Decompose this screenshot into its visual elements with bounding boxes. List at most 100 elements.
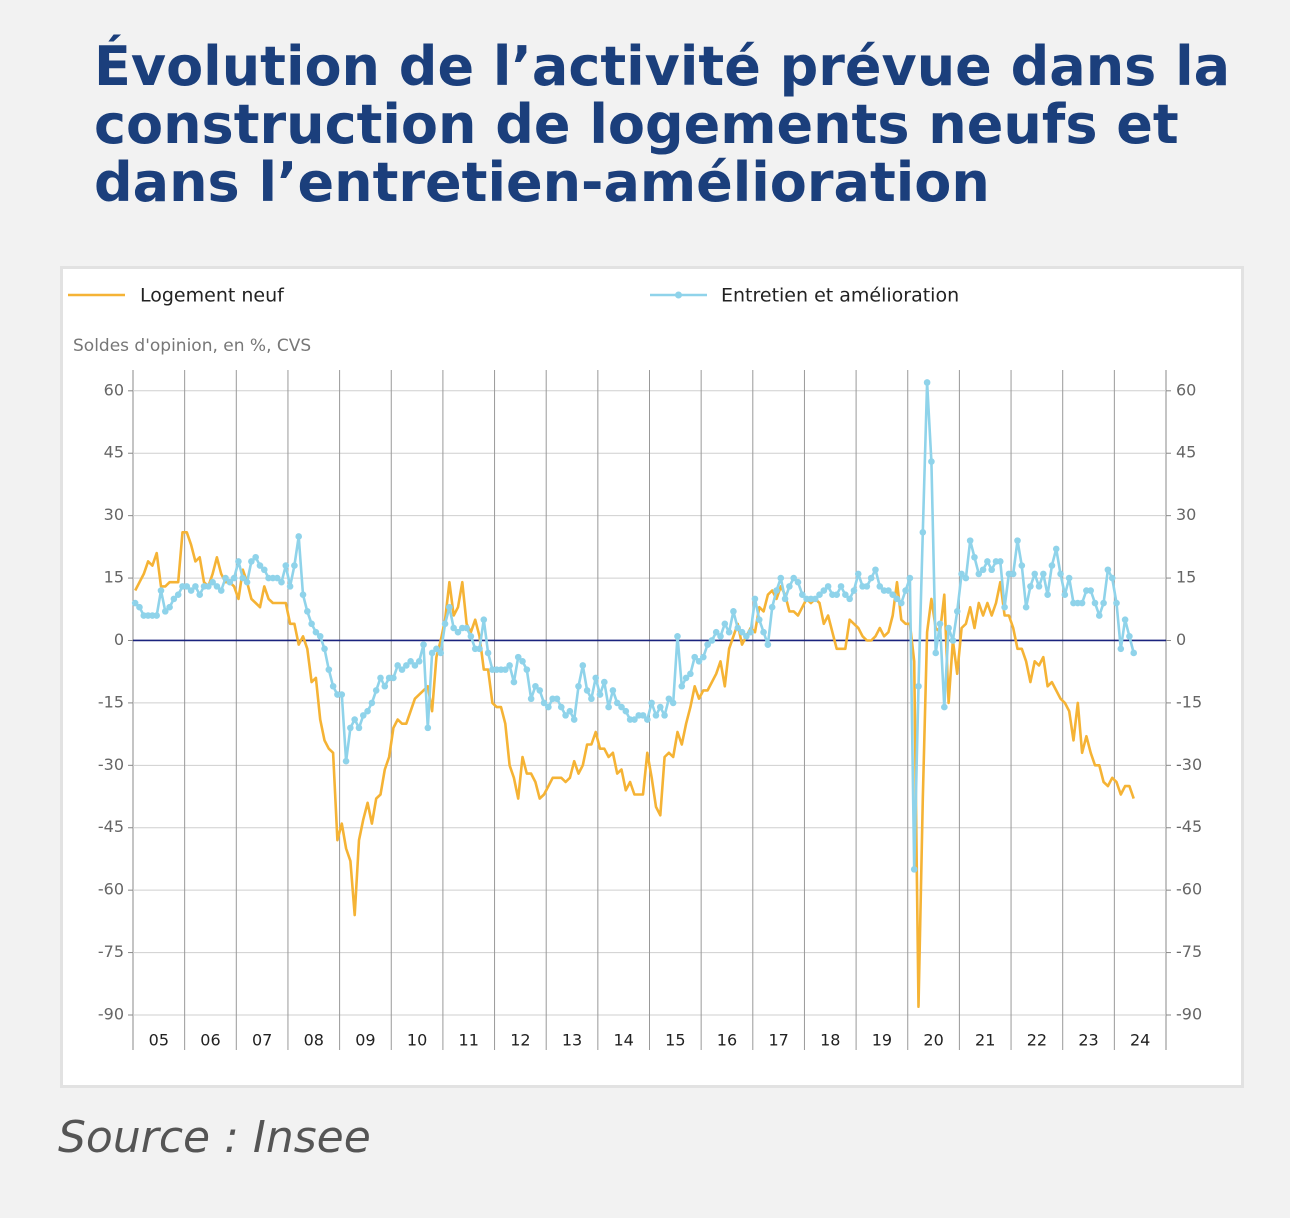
y-tick-label: 15 xyxy=(104,568,124,587)
y2-tick-label: 15 xyxy=(1176,568,1196,587)
point xyxy=(678,682,686,690)
x-tick-label: 22 xyxy=(1027,1031,1047,1050)
point xyxy=(910,866,918,873)
point xyxy=(433,645,440,653)
point xyxy=(755,616,763,623)
point xyxy=(751,595,759,603)
point xyxy=(609,687,617,694)
point xyxy=(953,608,961,615)
x-tick-label: 18 xyxy=(820,1031,840,1050)
point xyxy=(622,707,630,715)
point xyxy=(450,624,457,632)
point xyxy=(1121,616,1129,623)
point xyxy=(1104,566,1112,574)
x-tick-label: 13 xyxy=(562,1031,582,1050)
point xyxy=(347,724,354,732)
point xyxy=(437,649,445,657)
point xyxy=(695,657,703,665)
point xyxy=(889,591,896,599)
point xyxy=(897,599,905,607)
point xyxy=(355,724,363,732)
y-tick-label: -90 xyxy=(98,1005,124,1024)
point xyxy=(295,533,303,540)
point xyxy=(919,528,927,536)
point xyxy=(1087,587,1094,594)
point xyxy=(213,583,221,590)
x-tick-label: 23 xyxy=(1078,1031,1098,1050)
point xyxy=(424,724,432,732)
point xyxy=(906,574,914,582)
legend-swatch xyxy=(675,291,682,299)
x-tick-label: 11 xyxy=(459,1031,479,1050)
point xyxy=(579,662,587,669)
point xyxy=(794,578,802,586)
y2-tick-label: 30 xyxy=(1176,505,1196,524)
point xyxy=(816,591,823,599)
point xyxy=(674,633,681,640)
x-tick-label: 06 xyxy=(200,1031,220,1050)
point xyxy=(222,574,229,582)
point xyxy=(639,712,647,719)
point xyxy=(945,624,952,632)
point xyxy=(161,608,169,615)
point xyxy=(613,699,621,707)
point xyxy=(966,537,974,544)
point xyxy=(975,570,983,578)
point xyxy=(850,587,858,594)
point xyxy=(566,707,574,715)
point xyxy=(342,757,350,765)
point xyxy=(863,583,871,590)
point xyxy=(174,591,182,599)
x-tick-label: 16 xyxy=(717,1031,737,1050)
x-tick-label: 20 xyxy=(923,1031,943,1050)
point xyxy=(846,595,853,603)
series-line xyxy=(134,381,1135,871)
point xyxy=(833,591,841,599)
point xyxy=(1027,583,1034,590)
point xyxy=(359,712,367,719)
x-tick-label: 08 xyxy=(304,1031,324,1050)
point xyxy=(557,703,565,711)
point xyxy=(618,703,625,711)
point xyxy=(652,712,660,719)
point xyxy=(1057,570,1064,578)
title: Évolution de l’activité prévue dans la c… xyxy=(94,35,1231,214)
x-tick-label: 14 xyxy=(613,1031,633,1050)
x-tick-label: 07 xyxy=(252,1031,272,1050)
point xyxy=(1126,633,1133,640)
point xyxy=(205,583,212,590)
y-tick-label: -15 xyxy=(98,692,124,711)
series-line xyxy=(134,531,1135,1008)
point xyxy=(1018,562,1026,569)
y2-tick-label: 0 xyxy=(1176,630,1186,649)
point xyxy=(407,657,414,665)
point xyxy=(781,595,789,603)
point xyxy=(484,649,492,657)
x-tick-label: 10 xyxy=(407,1031,427,1050)
point xyxy=(747,628,754,636)
point xyxy=(575,682,582,690)
point xyxy=(936,620,944,628)
point xyxy=(394,662,402,669)
point xyxy=(592,674,599,682)
point xyxy=(661,712,668,719)
point xyxy=(217,587,225,594)
y2-tick-label: -30 xyxy=(1176,755,1202,774)
point xyxy=(325,666,333,673)
point xyxy=(1117,645,1125,653)
point xyxy=(183,583,191,590)
point xyxy=(428,649,436,657)
legend-label: Logement neuf xyxy=(140,285,285,307)
point xyxy=(278,578,285,586)
point xyxy=(773,587,780,594)
point xyxy=(717,633,724,640)
point xyxy=(984,558,991,565)
y2-tick-label: -60 xyxy=(1176,880,1202,899)
point xyxy=(760,628,767,636)
point xyxy=(192,583,199,590)
point xyxy=(941,703,948,711)
point xyxy=(1113,599,1120,607)
y2-tick-label: 45 xyxy=(1176,443,1196,462)
point xyxy=(467,633,475,640)
point xyxy=(734,624,742,632)
